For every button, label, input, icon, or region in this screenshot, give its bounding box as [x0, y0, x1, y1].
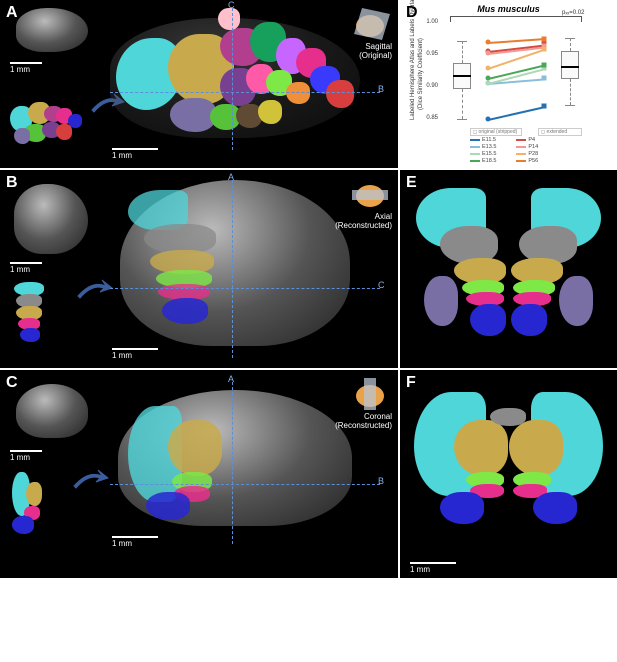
marker-left [486, 80, 491, 85]
paired-line [488, 39, 544, 44]
panel-b: B A C Axial (Reconstructed) [0, 170, 398, 368]
panel-b-slice-label: Axial (Reconstructed) [335, 212, 392, 230]
marker-left [486, 40, 491, 45]
paired-line [488, 106, 544, 120]
panel-f-content [410, 384, 607, 544]
legend-item: P28 [516, 151, 538, 157]
panel-a: A C B [0, 0, 398, 168]
panel-a-ref-c: C [228, 0, 235, 10]
scalebar-a2 [112, 148, 158, 150]
panel-b-crosshair-v [232, 180, 233, 358]
panel-c: C A B Coronal (Reconstructed) [0, 370, 398, 558]
panel-b-slice-indicator [346, 174, 394, 212]
panel-e: E [400, 170, 617, 368]
panel-b-main [110, 180, 360, 346]
paired-line [488, 65, 544, 80]
panel-f-label: F [406, 374, 416, 392]
legend-item: E15.5 [470, 151, 496, 157]
panel-b-ref-c: C [378, 280, 385, 290]
panel-b-ref-a: A [228, 172, 234, 182]
panel-a-ref-b: B [378, 84, 384, 94]
panel-a-crosshair-v [232, 8, 233, 150]
marker-left [486, 65, 491, 70]
legend-item: P4 [516, 137, 538, 143]
panel-c-slice-indicator [346, 374, 394, 412]
panel-a-label: A [6, 4, 18, 22]
panel-a-slice-label: Sagittal (Original) [359, 42, 392, 60]
panel-c-pad [0, 558, 398, 578]
marker-right [542, 46, 547, 51]
scalebar-b1 [10, 262, 42, 264]
panel-d-label: D [406, 4, 418, 22]
marker-left [486, 116, 491, 121]
panel-d-legend: ◻ original (stripped) ◻ extended E11.5E1… [470, 128, 600, 165]
ytick: 0.90 [426, 83, 438, 89]
panel-c-ref-b: B [378, 476, 384, 486]
ytick: 0.85 [426, 115, 438, 121]
scalebar-c1 [10, 450, 42, 452]
panel-f-scalebar-strip [400, 558, 617, 578]
panel-a-inset-mr [16, 8, 88, 52]
boxplot [561, 22, 579, 124]
boxplot [453, 22, 471, 124]
panel-e-content [410, 180, 607, 358]
marker-right [542, 104, 547, 109]
panel-d-pvalue: pₓₓ=0.02 [562, 10, 584, 16]
panel-e-label: E [406, 174, 417, 192]
panel-c-slice-label: Coronal (Reconstructed) [335, 412, 392, 430]
panel-a-slice-indicator [346, 4, 394, 42]
panel-c-label: C [6, 374, 18, 392]
panel-c-crosshair-h [110, 484, 380, 485]
panel-c-crosshair-v [232, 382, 233, 544]
panel-f: F [400, 370, 617, 558]
panel-c-main [110, 382, 360, 538]
legend-item: E13.5 [470, 144, 496, 150]
ytick: 0.95 [426, 51, 438, 57]
marker-left [486, 50, 491, 55]
marker-right [542, 76, 547, 81]
scalebar-f [410, 562, 456, 564]
panel-a-inset-labels [6, 100, 94, 150]
scalebar-a1 [10, 62, 42, 64]
marker-left [486, 76, 491, 81]
panel-b-crosshair-h [110, 288, 380, 289]
panel-c-inset-labels [10, 470, 56, 542]
panel-c-inset-mr [16, 384, 88, 438]
panel-a-main [110, 8, 360, 144]
panel-d: D Mus musculus pₓₓ=0.02 Labeled Hemisphe… [400, 0, 617, 168]
ytick: 1.00 [426, 19, 438, 25]
panel-b-inset-labels [10, 280, 52, 358]
scalebar-b2 [112, 348, 158, 350]
legend-item: E18.5 [470, 158, 496, 164]
legend-item: P56 [516, 158, 538, 164]
panel-d-ylabel2: (Dice Similarity Coefficient) [418, 38, 424, 110]
legend-item: P14 [516, 144, 538, 150]
legend-item: E11.5 [470, 137, 496, 143]
marker-right [542, 62, 547, 67]
scalebar-c2 [112, 536, 158, 538]
panel-b-label: B [6, 174, 18, 192]
legend-head-left: original (stripped) [479, 129, 518, 135]
panel-d-chart-area: 0.850.900.951.00 [442, 22, 590, 124]
panel-c-arrow-icon [72, 466, 112, 494]
panel-a-crosshair-h [110, 92, 380, 93]
marker-right [542, 36, 547, 41]
legend-head-right: extended [547, 129, 568, 135]
panel-c-ref-a: A [228, 374, 234, 384]
panel-b-inset-mr [14, 184, 88, 254]
